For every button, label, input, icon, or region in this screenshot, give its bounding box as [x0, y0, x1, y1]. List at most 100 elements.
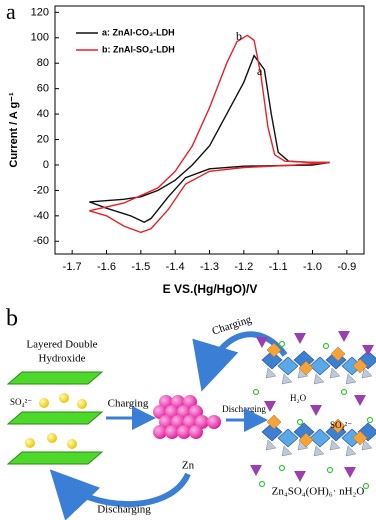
- zn-tetrahedron: [298, 432, 314, 448]
- zinc-cluster: [153, 395, 221, 439]
- ldh-label: Hydroxide: [38, 353, 85, 365]
- x-tick-label: -1.6: [97, 261, 116, 273]
- zinc-atom: [153, 425, 167, 439]
- y-tick-label: 0: [43, 159, 49, 171]
- zn-label: Zn: [182, 460, 195, 472]
- tetrahedron: [345, 373, 357, 385]
- octahedron: [261, 422, 283, 442]
- y-tick-label: 120: [31, 6, 49, 18]
- cv-curve: [89, 34, 330, 234]
- tetrahedron: [281, 445, 293, 457]
- water-label: H₂O: [290, 393, 307, 403]
- zn-tetrahedron: [330, 346, 346, 362]
- charging-label: Charging: [108, 398, 149, 410]
- zn-tetrahedron: [352, 430, 368, 446]
- tetrahedron: [265, 367, 277, 379]
- y-tick-label: 80: [37, 57, 49, 69]
- tetrahedron: [313, 445, 325, 457]
- discharging-label: Discharging: [222, 404, 266, 414]
- panel-label: b: [6, 306, 18, 332]
- sulfate-label: SO₄²⁻: [330, 420, 352, 430]
- sulfate-tetrahedron: [310, 405, 322, 416]
- water-molecule: [278, 464, 286, 472]
- tetrahedron: [329, 439, 341, 451]
- curved-arrow: [49, 469, 191, 520]
- y-tick-label: -40: [33, 210, 49, 222]
- x-tick-label: -1.4: [166, 261, 185, 273]
- y-tick-label: 20: [37, 133, 49, 145]
- legend-label: b: ZnAl-SO₄-LDH: [102, 44, 175, 54]
- tetrahedron: [281, 373, 293, 385]
- octahedron: [309, 428, 331, 448]
- tetrahedron: [361, 367, 373, 379]
- ldh-layer: [6, 371, 104, 385]
- tetrahedron: [265, 439, 277, 451]
- water-molecule: [322, 342, 330, 350]
- y-tick-label: -20: [33, 184, 49, 196]
- water-molecule: [252, 388, 260, 396]
- y-tick-label: -60: [33, 235, 49, 247]
- water-molecule: [326, 466, 334, 474]
- octahedron: [309, 356, 331, 376]
- zn-tetrahedron: [352, 358, 368, 374]
- plot: 120 100 80 60 40 20 0 -20 -40 -60 -1.7 -1.6 -1.5 -1.4…: [31, 6, 357, 273]
- zn-tetrahedron: [266, 414, 282, 430]
- water-molecule: [362, 482, 370, 490]
- zinc-atom: [207, 415, 221, 429]
- octahedron: [277, 356, 299, 376]
- sulfate-tetrahedron: [362, 345, 374, 356]
- discharging-label: Discharging: [97, 504, 151, 516]
- sulfate-tetrahedron: [250, 465, 262, 476]
- water-molecule: [296, 418, 304, 426]
- ldh-label: Layered Double: [26, 339, 97, 351]
- tetrahedron: [329, 367, 341, 379]
- legend-label: a: ZnAl-CO₃-LDH: [102, 27, 175, 37]
- y-tick-label: 100: [31, 32, 49, 44]
- x-tick-label: -1.5: [131, 261, 150, 273]
- zinc-atom: [189, 425, 203, 439]
- water-molecule: [278, 340, 286, 348]
- crystal-structure: [250, 331, 376, 490]
- sulfate-tetrahedron: [294, 333, 306, 344]
- ldh-layer: [6, 411, 104, 425]
- zn-tetrahedron: [330, 418, 346, 434]
- sulfate-tetrahedron: [344, 467, 356, 478]
- ldh-layer: [6, 451, 104, 465]
- sulfate-label: SO₄²⁻: [10, 397, 32, 407]
- sulfate-tetrahedron: [256, 337, 268, 348]
- x-axis-label: E VS.(Hg/HgO)/V: [163, 282, 258, 296]
- panel-label: a: [6, 0, 16, 24]
- tetrahedron: [345, 445, 357, 457]
- sulfate-tetrahedron: [264, 401, 276, 412]
- tetrahedron: [313, 373, 325, 385]
- x-tick-label: -0.9: [337, 261, 356, 273]
- cv-curve: [89, 54, 330, 223]
- y-axis-label: Current / A g⁻¹: [8, 92, 20, 168]
- annotation: a: [257, 64, 263, 78]
- plot-frame: [54, 5, 365, 255]
- x-tick-label: -1.1: [269, 261, 288, 273]
- x-tick-label: -1.7: [63, 261, 82, 273]
- tetrahedron: [361, 439, 373, 451]
- water-molecule: [340, 388, 348, 396]
- sulfate-tetrahedron: [354, 395, 366, 406]
- zinc-atom: [165, 425, 179, 439]
- y-tick-label: 60: [37, 83, 49, 95]
- product-label: Zn₄SO₄(OH)₆· nH₂O: [272, 486, 365, 498]
- y-tick-label: 40: [37, 108, 49, 120]
- zinc-atom: [177, 425, 191, 439]
- sulfate-tetrahedron: [294, 471, 306, 482]
- zn-tetrahedron: [298, 360, 314, 376]
- octahedron: [261, 350, 283, 370]
- diagram: b Layered Double Hydroxide SO₄²⁻ Chargin…: [6, 306, 376, 520]
- water-molecule: [258, 480, 266, 488]
- x-tick-label: -1.2: [234, 261, 253, 273]
- sulfate-tetrahedron: [338, 331, 350, 342]
- x-tick-label: -1.3: [200, 261, 219, 273]
- annotation: b: [236, 29, 242, 43]
- water-molecule: [366, 416, 374, 424]
- sulfate-ions: [25, 393, 87, 449]
- zn-tetrahedron: [266, 342, 282, 358]
- octahedron: [277, 428, 299, 448]
